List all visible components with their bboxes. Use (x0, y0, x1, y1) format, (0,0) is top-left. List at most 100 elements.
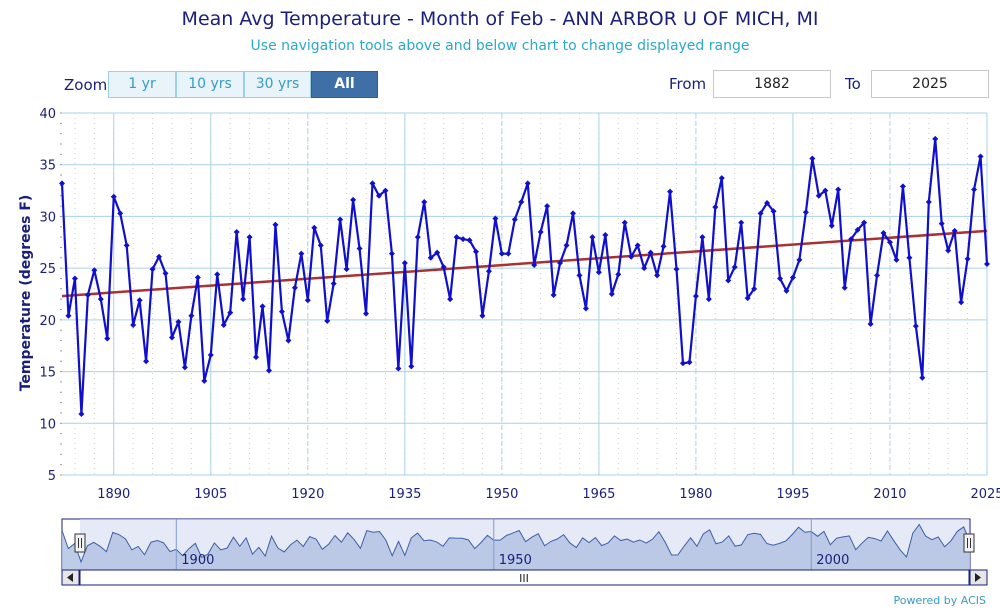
data-point (104, 335, 111, 342)
zoom-1yr-button[interactable]: 1 yr (108, 71, 176, 98)
data-point (809, 155, 816, 162)
zoom-all-button[interactable]: All (311, 71, 378, 98)
powered-by-credit[interactable]: Powered by ACIS (893, 594, 987, 607)
data-point (770, 208, 777, 215)
scrollbar[interactable]: III (61, 569, 988, 586)
data-point (718, 175, 725, 182)
data-point (427, 254, 434, 261)
data-point (110, 193, 117, 200)
data-point (479, 312, 486, 319)
y-tick-label: 40 (39, 107, 56, 122)
data-point (485, 268, 492, 275)
scrollbar-thumb[interactable] (79, 569, 970, 586)
data-point (621, 219, 628, 226)
data-point (679, 360, 686, 367)
data-point (246, 234, 253, 241)
data-point (777, 275, 784, 282)
data-point (117, 210, 124, 217)
data-point (712, 204, 719, 211)
data-point (350, 196, 357, 203)
data-point (731, 264, 738, 271)
data-point (369, 180, 376, 187)
data-point (608, 291, 615, 297)
data-point (311, 224, 318, 231)
data-point (259, 303, 266, 310)
data-point (906, 254, 913, 261)
data-point (272, 221, 279, 228)
zoom-10yrs-button[interactable]: 10 yrs (176, 71, 244, 98)
data-point (751, 285, 758, 292)
data-point (945, 247, 952, 254)
data-point (822, 187, 829, 194)
data-point (796, 256, 803, 263)
from-year-input[interactable] (713, 70, 831, 98)
navigator[interactable]: 1900 1950 2000 (61, 518, 975, 571)
data-point (867, 320, 874, 327)
data-point (175, 318, 182, 325)
data-point (841, 284, 848, 291)
data-point (744, 295, 751, 302)
zoom-label: Zoom (64, 76, 108, 94)
data-point (802, 209, 809, 216)
data-point (893, 256, 900, 263)
data-point (291, 284, 298, 291)
data-point (958, 299, 965, 306)
data-point (971, 186, 978, 193)
data-point (388, 250, 395, 257)
data-point (673, 266, 680, 273)
data-point (757, 210, 764, 217)
data-point (524, 180, 531, 187)
to-year-input[interactable] (871, 70, 989, 98)
data-point (162, 270, 169, 277)
data-point (181, 364, 188, 371)
data-point (447, 296, 454, 303)
data-point (285, 337, 292, 344)
data-point (207, 352, 214, 359)
data-point (434, 249, 441, 256)
data-point (557, 259, 564, 266)
data-point (789, 274, 796, 281)
data-point (337, 216, 344, 223)
data-point (654, 272, 661, 279)
data-point (576, 272, 583, 279)
data-point (660, 243, 667, 250)
data-point (964, 255, 971, 262)
data-point (65, 312, 72, 319)
data-point (233, 228, 240, 235)
data-point (220, 322, 227, 329)
navigator-area (62, 524, 970, 570)
data-point (304, 297, 311, 304)
data-point (815, 192, 822, 199)
navigator-right-handle[interactable] (963, 533, 975, 553)
y-axis-label: Temperature (degrees F) (18, 195, 34, 392)
data-point (647, 249, 654, 256)
x-tick-label: 1920 (291, 487, 324, 502)
data-point (951, 227, 958, 234)
y-tick-label: 15 (39, 366, 56, 381)
data-point (563, 242, 570, 249)
data-point (317, 242, 324, 249)
x-tick-label: 2025 (970, 487, 1000, 502)
data-point (912, 323, 919, 330)
y-tick-label: 20 (39, 314, 56, 329)
data-point (886, 239, 893, 246)
data-point (511, 216, 518, 223)
to-label: To (845, 75, 861, 93)
data-point (828, 222, 835, 229)
y-axis-ticks: 5 10 15 20 25 30 35 40 (39, 107, 56, 484)
chart-title: Mean Avg Temperature - Month of Feb - AN… (181, 8, 819, 30)
zoom-30yrs-button[interactable]: 30 yrs (244, 71, 311, 98)
data-point (278, 308, 285, 315)
data-point (738, 219, 745, 226)
navigator-tick-label: 1950 (499, 553, 532, 568)
data-point (938, 220, 945, 227)
data-point (699, 234, 706, 241)
temperature-series (59, 135, 990, 417)
data-point (537, 228, 544, 235)
data-point (835, 186, 842, 193)
data-point (130, 322, 137, 329)
data-point (240, 296, 247, 303)
navigator-left-handle[interactable] (74, 533, 86, 553)
data-point (505, 250, 512, 257)
